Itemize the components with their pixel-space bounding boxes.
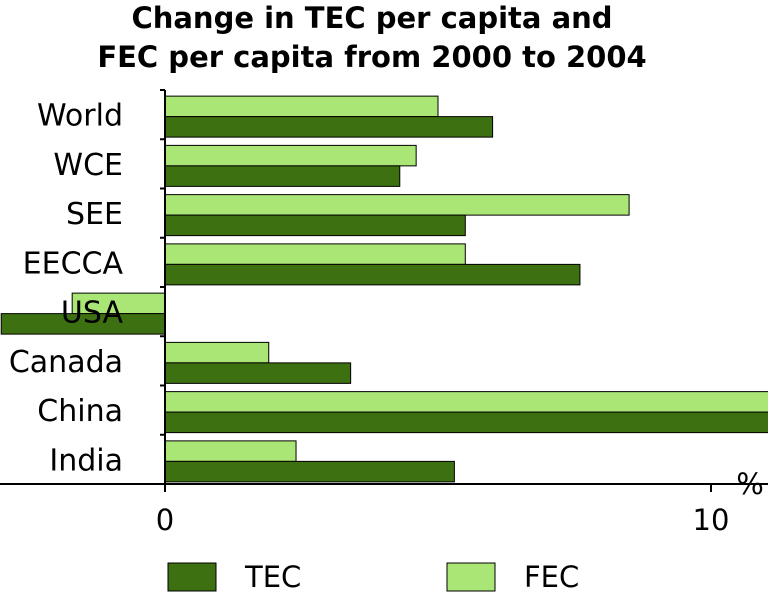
x-tick-label: 0 (156, 503, 174, 537)
bar-fec-canada (164, 341, 270, 364)
x-axis-unit-label: % (736, 467, 764, 501)
legend-label-fec: FEC (524, 560, 579, 593)
category-label-wce: WCE (53, 148, 123, 183)
category-label-china: China (37, 394, 123, 429)
bar-tec-canada (164, 362, 352, 384)
bar-fec-eecca (164, 243, 466, 265)
category-label-eecca: EECCA (23, 246, 124, 281)
bar-fec-world (164, 95, 439, 118)
axes-group (0, 89, 768, 492)
legend-swatch-fec (446, 562, 496, 592)
category-label-see: SEE (66, 197, 123, 232)
chart-title: Change in TEC per capita and FEC per cap… (97, 1, 646, 74)
chart-title-line-1: Change in TEC per capita and (131, 1, 612, 35)
bar-fec-wce (164, 144, 417, 167)
legend-label-tec: TEC (244, 560, 301, 593)
bar-fec-china (164, 391, 768, 413)
category-label-usa: USA (61, 296, 124, 331)
x-tick-labels: – 10010203040 (156, 503, 730, 537)
category-label-world: World (37, 99, 123, 134)
category-label-canada: Canada (9, 345, 123, 380)
bar-tec-india (164, 460, 455, 483)
legend: TEC FEC (167, 560, 579, 593)
bar-tec-eecca (164, 263, 581, 286)
category-labels: World WCE SEE EECCA USA Canada China India (9, 99, 124, 479)
bar-tec-world (164, 116, 494, 138)
x-tick-label: 10 (693, 503, 730, 537)
chart-title-line-2: FEC per capita from 2000 to 2004 (97, 40, 646, 74)
category-label-india: India (49, 443, 123, 478)
bar-tec-wce (164, 165, 401, 187)
bar-fec-india (164, 440, 297, 462)
bar-fec-see (164, 194, 630, 216)
bar-tec-see (164, 214, 466, 237)
legend-swatch-tec (167, 562, 217, 592)
bar-tec-china (164, 411, 768, 434)
